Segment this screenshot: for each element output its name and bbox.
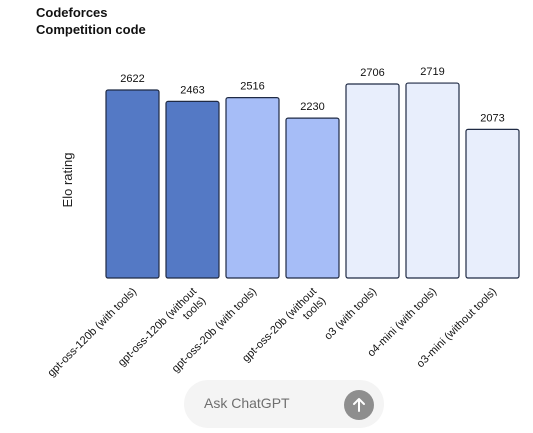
value-label-0: 2622 xyxy=(120,73,144,85)
chart-title: Codeforces xyxy=(36,5,108,20)
ask-chatgpt-composer[interactable]: Ask ChatGPT xyxy=(184,380,384,428)
bar-2 xyxy=(225,97,280,279)
bar-1 xyxy=(165,100,220,279)
value-label-4: 2706 xyxy=(360,67,384,79)
bar-4 xyxy=(345,83,400,279)
bar-3 xyxy=(285,117,340,279)
tick-label-4: o3 (with tools) xyxy=(322,286,379,343)
send-button[interactable] xyxy=(344,390,374,420)
bar-6 xyxy=(465,128,520,279)
bars xyxy=(105,82,520,279)
chart-subtitle: Competition code xyxy=(36,22,146,37)
arrow-up-icon xyxy=(353,398,365,412)
y-axis-label: Elo rating xyxy=(60,153,75,208)
bar-0 xyxy=(105,89,160,279)
value-label-5: 2719 xyxy=(420,66,444,78)
value-label-6: 2073 xyxy=(480,112,504,124)
bar-5 xyxy=(405,82,460,279)
value-labels: 2622 2463 2516 2230 2706 2719 2073 xyxy=(120,66,504,124)
value-label-3: 2230 xyxy=(300,101,324,113)
bar-chart: 2622 2463 2516 2230 2706 2719 2073 gpt-oss-120… xyxy=(45,66,520,380)
value-label-1: 2463 xyxy=(180,84,204,96)
value-label-2: 2516 xyxy=(240,81,264,93)
chart-title-block: Codeforces Competition code xyxy=(36,4,146,38)
composer-placeholder: Ask ChatGPT xyxy=(204,395,290,411)
x-tick-labels: gpt-oss-120b (with tools)gpt-oss-120b (w… xyxy=(45,286,499,380)
